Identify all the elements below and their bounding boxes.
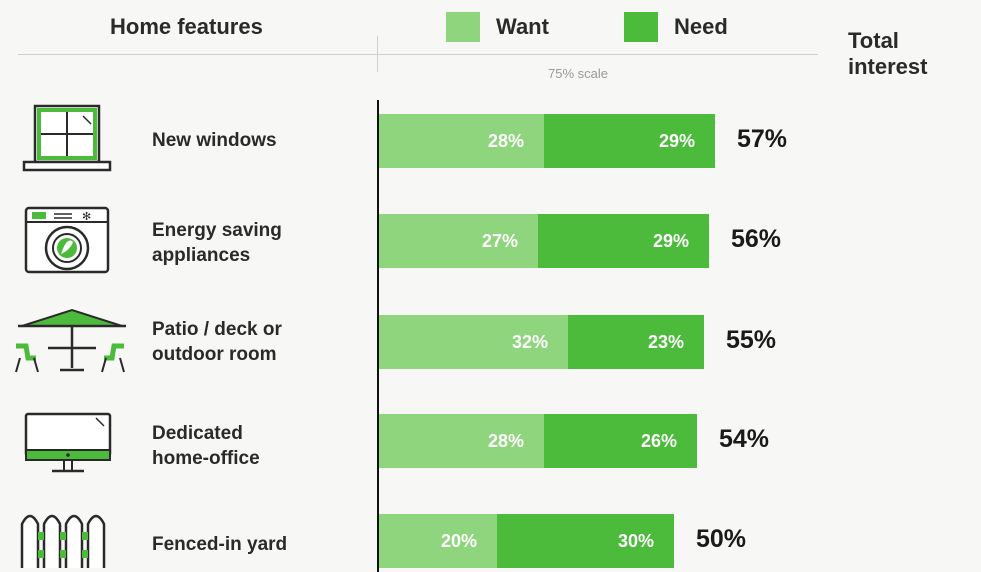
total-interest-home-office: 54% <box>719 425 770 453</box>
header-axis-tick <box>377 36 378 72</box>
category-label-home-office: Dedicated home-office <box>152 421 362 471</box>
category-label-line: New windows <box>152 130 277 151</box>
legend-need-swatch <box>624 12 658 42</box>
category-label-line: Fenced-in yard <box>152 534 288 555</box>
legend-need: Need <box>624 12 728 42</box>
svg-text:✻: ✻ <box>82 210 91 223</box>
washing-machine-icon: ✻ <box>24 206 110 274</box>
bar-value-label: 30% <box>617 530 654 551</box>
bar-need-new-windows: 29% <box>544 114 715 168</box>
total-interest-header: Total interest <box>848 28 927 80</box>
total-header-line1: Total <box>848 28 899 53</box>
bar-want-home-office: 28% <box>379 414 544 468</box>
window-icon <box>22 104 112 172</box>
bar-value-label: 23% <box>647 331 684 352</box>
bar-need-patio: 23% <box>568 315 704 369</box>
legend-want-swatch <box>446 12 480 42</box>
bar-want-fenced-yard: 20% <box>379 514 497 568</box>
bar-need-energy-saving: 29% <box>538 214 709 268</box>
legend-need-label: Need <box>674 14 728 39</box>
bar-value-label: 28% <box>487 430 524 451</box>
bar-want-energy-saving: 27% <box>379 214 538 268</box>
bar-want-patio: 32% <box>379 315 568 369</box>
bar-need-home-office: 26% <box>544 414 697 468</box>
category-label-energy-saving: Energy saving appliances <box>152 218 362 268</box>
bar-value-label: 27% <box>481 230 518 251</box>
category-label-new-windows: New windows <box>152 128 362 153</box>
fence-icon <box>20 514 106 568</box>
category-label-line: outdoor room <box>152 344 277 365</box>
category-label-line: Energy saving <box>152 220 282 241</box>
category-label-line: Dedicated <box>152 423 243 444</box>
features-header: Home features <box>110 14 263 39</box>
category-label-line: Patio / deck or <box>152 319 282 340</box>
category-label-patio: Patio / deck or outdoor room <box>152 317 362 367</box>
category-label-line: home-office <box>152 448 260 469</box>
monitor-icon <box>24 412 112 473</box>
total-interest-fenced-yard: 50% <box>696 525 747 553</box>
total-header-line2: interest <box>848 54 928 79</box>
scale-note: 75% scale <box>548 66 608 81</box>
patio-umbrella-icon <box>15 308 126 373</box>
category-label-line: appliances <box>152 245 251 266</box>
bar-value-label: 28% <box>487 130 524 151</box>
bar-value-label: 26% <box>640 430 677 451</box>
category-label-fenced-yard: Fenced-in yard <box>152 532 362 557</box>
bar-value-label: 20% <box>440 530 477 551</box>
bar-want-new-windows: 28% <box>379 114 544 168</box>
bar-value-label: 29% <box>658 130 695 151</box>
bar-value-label: 32% <box>511 331 548 352</box>
chart-axis <box>377 100 379 572</box>
total-interest-new-windows: 57% <box>737 125 788 153</box>
header-divider <box>18 54 818 55</box>
legend-want: Want <box>446 12 549 42</box>
total-interest-patio: 55% <box>726 326 777 354</box>
bar-value-label: 29% <box>652 230 689 251</box>
bar-need-fenced-yard: 30% <box>497 514 674 568</box>
total-interest-energy-saving: 56% <box>731 225 782 253</box>
legend-want-label: Want <box>496 14 549 39</box>
